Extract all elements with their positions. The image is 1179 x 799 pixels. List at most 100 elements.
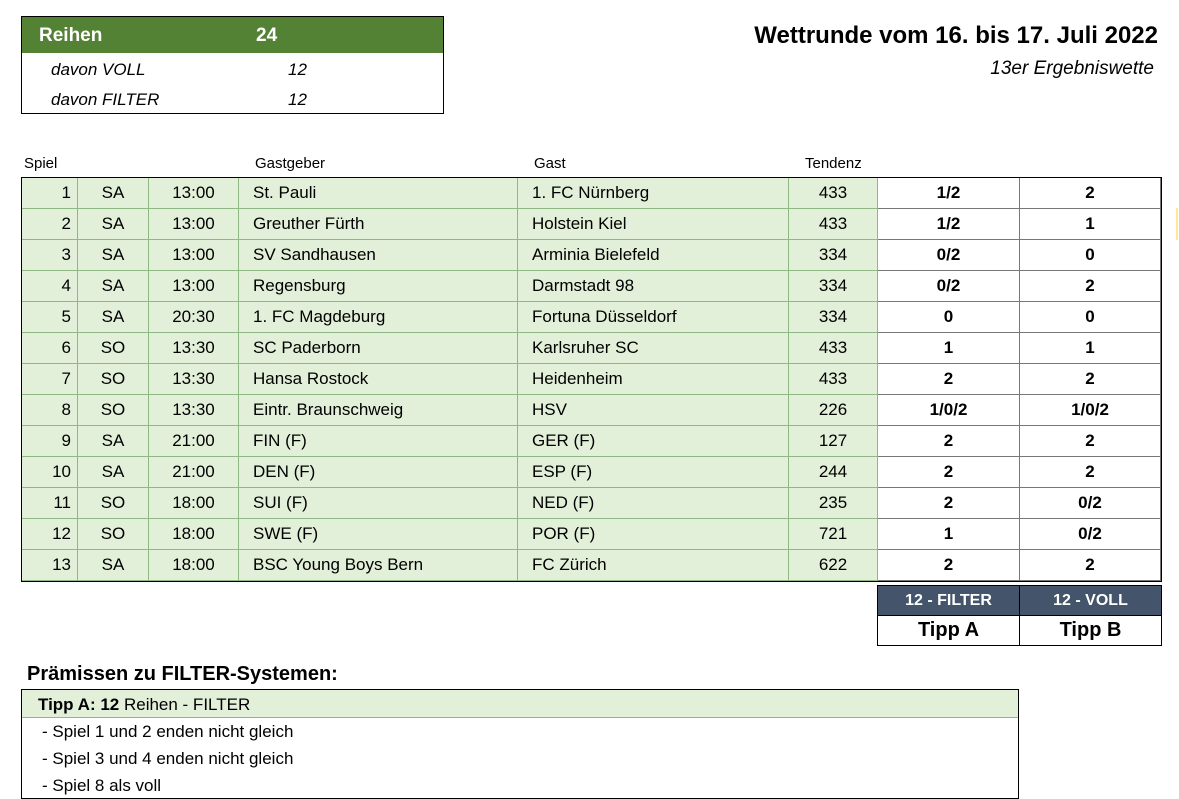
tendency: 433 bbox=[788, 363, 878, 395]
away-team: FC Zürich bbox=[517, 549, 789, 581]
summary-row-label: davon FILTER bbox=[51, 90, 160, 109]
table-row: 9 SA 21:00 FIN (F) GER (F) 127 2 2 bbox=[21, 425, 1161, 457]
table-row: 1 SA 13:00 St. Pauli 1. FC Nürnberg 433 1/2 2 bbox=[21, 177, 1161, 209]
tipp-a-cell: 0/2 bbox=[877, 239, 1020, 271]
game-number: 11 bbox=[21, 487, 78, 519]
home-team: DEN (F) bbox=[238, 456, 518, 488]
summary-row-value: 12 bbox=[288, 60, 307, 79]
edge-marker bbox=[1176, 208, 1178, 240]
table-row: 11 SO 18:00 SUI (F) NED (F) 235 2 0/2 bbox=[21, 487, 1161, 519]
game-day: SA bbox=[77, 239, 149, 271]
home-team: BSC Young Boys Bern bbox=[238, 549, 518, 581]
tipp-a-cell: 2 bbox=[877, 549, 1020, 581]
tipp-b-cell: 1 bbox=[1019, 208, 1161, 240]
game-day: SA bbox=[77, 549, 149, 581]
game-time: 21:00 bbox=[148, 425, 239, 457]
home-team: FIN (F) bbox=[238, 425, 518, 457]
tipp-a-cell: 2 bbox=[877, 456, 1020, 488]
table-row: 5 SA 20:30 1. FC Magdeburg Fortuna Düsseldor… bbox=[21, 301, 1161, 333]
home-team: St. Pauli bbox=[238, 177, 518, 209]
premises-header-bold: Tipp A: 12 bbox=[38, 695, 120, 714]
premise-item: - Spiel 3 und 4 enden nicht gleich bbox=[42, 749, 294, 768]
game-time: 21:00 bbox=[148, 456, 239, 488]
tendency: 433 bbox=[788, 177, 878, 209]
game-number: 6 bbox=[21, 332, 78, 364]
tipp-b-cell: 2 bbox=[1019, 363, 1161, 395]
tendency: 226 bbox=[788, 394, 878, 426]
game-number: 3 bbox=[21, 239, 78, 271]
tipp-b-cell: 2 bbox=[1019, 270, 1161, 302]
premises-title: Prämissen zu FILTER-Systemen: bbox=[27, 663, 338, 685]
game-day: SO bbox=[77, 363, 149, 395]
game-time: 20:30 bbox=[148, 301, 239, 333]
away-team: GER (F) bbox=[517, 425, 789, 457]
home-team: Eintr. Braunschweig bbox=[238, 394, 518, 426]
game-number: 13 bbox=[21, 549, 78, 581]
premises-box: Tipp A: 12 Reihen - FILTER - Spiel 1 und… bbox=[21, 689, 1019, 799]
game-number: 9 bbox=[21, 425, 78, 457]
table-row: 3 SA 13:00 SV Sandhausen Arminia Bielefeld 33… bbox=[21, 239, 1161, 271]
tipp-a-cell: 1 bbox=[877, 332, 1020, 364]
game-day: SA bbox=[77, 270, 149, 302]
tipp-a-cell: 2 bbox=[877, 487, 1020, 519]
game-time: 18:00 bbox=[148, 487, 239, 519]
tipp-a-cell: 0 bbox=[877, 301, 1020, 333]
tipp-a-cell: 1/2 bbox=[877, 177, 1020, 209]
tendency: 433 bbox=[788, 332, 878, 364]
home-team: SWE (F) bbox=[238, 518, 518, 550]
home-team: 1. FC Magdeburg bbox=[238, 301, 518, 333]
summary-header-label: Reihen bbox=[39, 25, 103, 46]
game-day: SO bbox=[77, 518, 149, 550]
game-day: SA bbox=[77, 177, 149, 209]
tipp-b-cell: 2 bbox=[1019, 177, 1161, 209]
game-time: 13:00 bbox=[148, 239, 239, 271]
tendency: 622 bbox=[788, 549, 878, 581]
tipp-footer: 12 - FILTER 12 - VOLL Tipp A Tipp B bbox=[877, 585, 1162, 646]
away-team: Holstein Kiel bbox=[517, 208, 789, 240]
game-day: SO bbox=[77, 487, 149, 519]
tipp-b-cell: 1 bbox=[1019, 332, 1161, 364]
game-number: 4 bbox=[21, 270, 78, 302]
tipp-b-cell: 0 bbox=[1019, 301, 1161, 333]
tipp-b-cell: 1/0/2 bbox=[1019, 394, 1161, 426]
game-number: 1 bbox=[21, 177, 78, 209]
table-row: 7 SO 13:30 Hansa Rostock Heidenheim 433 2 2 bbox=[21, 363, 1161, 395]
table-row: 10 SA 21:00 DEN (F) ESP (F) 244 2 2 bbox=[21, 456, 1161, 488]
summary-row-filter: davon FILTER 12 bbox=[22, 83, 443, 113]
game-day: SA bbox=[77, 208, 149, 240]
tipp-a-cell: 1/2 bbox=[877, 208, 1020, 240]
game-time: 13:30 bbox=[148, 394, 239, 426]
tendency: 334 bbox=[788, 270, 878, 302]
tipp-b-cell: 2 bbox=[1019, 425, 1161, 457]
home-team: Regensburg bbox=[238, 270, 518, 302]
games-table: 1 SA 13:00 St. Pauli 1. FC Nürnberg 433 1/2 2 2 S… bbox=[21, 177, 1161, 581]
table-row: 4 SA 13:00 Regensburg Darmstadt 98 334 0/2 2 bbox=[21, 270, 1161, 302]
away-team: HSV bbox=[517, 394, 789, 426]
game-day: SA bbox=[77, 301, 149, 333]
home-team: SV Sandhausen bbox=[238, 239, 518, 271]
tendency: 334 bbox=[788, 239, 878, 271]
home-team: Greuther Fürth bbox=[238, 208, 518, 240]
tendency: 334 bbox=[788, 301, 878, 333]
game-day: SO bbox=[77, 332, 149, 364]
game-time: 13:30 bbox=[148, 363, 239, 395]
game-day: SA bbox=[77, 425, 149, 457]
table-row: 13 SA 18:00 BSC Young Boys Bern FC Zürich 622… bbox=[21, 549, 1161, 581]
home-team: SUI (F) bbox=[238, 487, 518, 519]
tipp-b-cell: 0/2 bbox=[1019, 487, 1161, 519]
away-team: POR (F) bbox=[517, 518, 789, 550]
column-header-tendenz: Tendenz bbox=[805, 155, 862, 172]
game-number: 5 bbox=[21, 301, 78, 333]
away-team: Arminia Bielefeld bbox=[517, 239, 789, 271]
tipp-b-label: Tipp B bbox=[1019, 615, 1162, 646]
tendency: 244 bbox=[788, 456, 878, 488]
away-team: Karlsruher SC bbox=[517, 332, 789, 364]
table-row: 12 SO 18:00 SWE (F) POR (F) 721 1 0/2 bbox=[21, 518, 1161, 550]
away-team: NED (F) bbox=[517, 487, 789, 519]
game-time: 13:30 bbox=[148, 332, 239, 364]
game-number: 8 bbox=[21, 394, 78, 426]
game-day: SA bbox=[77, 456, 149, 488]
home-team: SC Paderborn bbox=[238, 332, 518, 364]
game-time: 13:00 bbox=[148, 177, 239, 209]
premise-item: - Spiel 8 als voll bbox=[42, 776, 162, 795]
